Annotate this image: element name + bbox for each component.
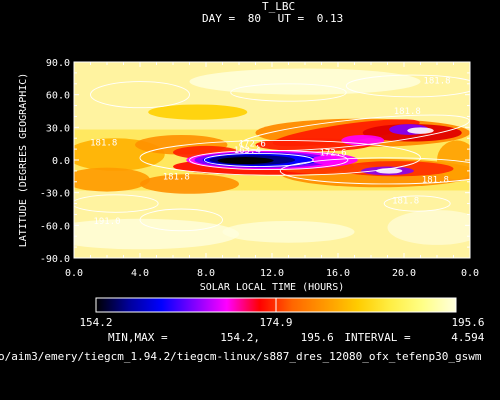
orange-band: [140, 174, 239, 194]
footer-path: o/aim3/emery/tiegcm_1.94.2/tiegcm-linux/…: [0, 350, 482, 363]
heatmap-field: [74, 62, 470, 258]
contour-line: [90, 81, 190, 109]
y-tick-label: -60.0: [40, 221, 70, 232]
contour-label: 181.8: [392, 196, 419, 206]
contour-label: 172.6: [239, 140, 266, 150]
contour-line: [239, 114, 470, 151]
pale-region: [222, 220, 355, 243]
x-tick-label: 0.0: [461, 268, 479, 279]
contour-line: [139, 208, 223, 232]
contour-line: [345, 74, 470, 98]
x-tick-label: 8.0: [197, 268, 215, 279]
x-tick-label: 20.0: [392, 268, 416, 279]
orange-band: [148, 104, 248, 120]
contour-label: 181.8: [163, 172, 190, 182]
x-tick-label: 0.0: [65, 268, 83, 279]
colorbar-max-label: 195.6: [451, 316, 484, 329]
y-tick-label: -90.0: [40, 254, 70, 265]
interval-value: 4.594: [451, 331, 485, 344]
x-tick-label: 16.0: [326, 268, 350, 279]
contour-line: [74, 194, 159, 213]
y-tick-label: 60.0: [46, 91, 70, 102]
contour-label: 172.6: [320, 148, 347, 158]
y-tick-label: -30.0: [40, 189, 70, 200]
contour-line: [139, 139, 421, 176]
y-axis-label: LATITUDE (DEGREES GEOGRAPHIC): [18, 73, 29, 248]
colorbar-mid-label: 174.9: [259, 316, 292, 329]
pale-region: [387, 210, 470, 245]
contour-label: 181.8: [423, 77, 450, 87]
max-value: 195.6: [300, 331, 334, 344]
colorbar-min-label: 154.2: [79, 316, 112, 329]
contour-label: 181.8: [394, 107, 421, 117]
orange-band: [74, 167, 150, 192]
contour-label: 163.4: [234, 146, 261, 156]
x-axis-label: SOLAR LOCAL TIME (HOURS): [200, 282, 345, 293]
minmax-label: MIN,MAX =: [108, 331, 168, 344]
y-tick-label: 90.0: [46, 58, 70, 69]
interval-label: INTERVAL =: [344, 331, 411, 344]
day-value: 80: [247, 12, 261, 25]
day-ut-line: DAY = 80 UT = 0.13: [202, 12, 343, 25]
ut-value: 0.13: [316, 12, 344, 25]
chart-title: T_LBC: [262, 0, 296, 13]
contour-line: [203, 153, 314, 167]
contour-label: 181.8: [90, 139, 117, 149]
stats-line: MIN,MAX = 154.2, 195.6 INTERVAL = 4.594: [108, 331, 484, 344]
x-tick-label: 4.0: [131, 268, 149, 279]
magenta-patch: [341, 134, 385, 146]
day-label: DAY =: [202, 12, 236, 25]
ut-label: UT =: [277, 12, 305, 25]
contour-label: 181.8: [422, 176, 449, 186]
pale-region: [189, 68, 421, 95]
contour-line: [230, 83, 347, 102]
contour-line: [383, 195, 451, 212]
white-patch: [407, 127, 434, 134]
x-tick-label: 12.0: [260, 268, 284, 279]
contour-label: 191.0: [93, 217, 120, 227]
y-tick-label: 30.0: [46, 123, 70, 134]
y-tick-label: 0.0: [52, 156, 70, 167]
dark-core: [217, 157, 274, 165]
min-value: 154.2,: [220, 331, 260, 344]
pale-region: [74, 218, 239, 250]
contour-line: [279, 157, 470, 185]
